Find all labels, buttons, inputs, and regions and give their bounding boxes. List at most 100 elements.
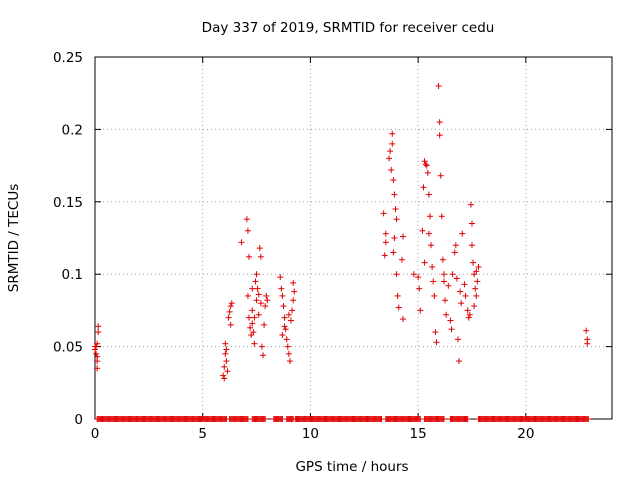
data-point: [221, 363, 228, 370]
data-point: [392, 206, 399, 213]
data-point: [221, 375, 228, 382]
data-point: [278, 285, 285, 292]
data-point: [449, 271, 456, 278]
data-point: [454, 336, 461, 343]
data-point: [382, 230, 389, 237]
data-point: [468, 242, 475, 249]
data-point: [436, 119, 443, 126]
data-point: [249, 307, 256, 314]
data-point: [277, 274, 284, 281]
data-point-zero: [585, 416, 592, 422]
data-point: [251, 314, 258, 321]
data-point: [467, 201, 474, 208]
data-point: [225, 314, 232, 321]
data-point: [458, 300, 465, 307]
data-point: [400, 233, 407, 240]
data-point: [470, 259, 477, 266]
data-point: [256, 245, 263, 252]
data-point: [223, 346, 230, 353]
y-tick-label: 0.1: [62, 267, 83, 283]
data-point: [473, 292, 480, 299]
data-point: [461, 281, 468, 288]
data-point: [459, 230, 466, 237]
data-point: [456, 358, 463, 365]
data-point: [388, 166, 395, 173]
data-point: [423, 162, 430, 169]
data-point-zero: [464, 416, 471, 422]
data-point: [253, 297, 260, 304]
data-point: [380, 210, 387, 217]
data-point: [451, 249, 458, 256]
data-point: [246, 253, 253, 260]
x-axis-label: GPS time / hours: [295, 459, 408, 475]
y-tick-label: 0.05: [53, 340, 83, 356]
data-point: [279, 332, 286, 339]
data-point: [290, 279, 297, 286]
data-point: [220, 372, 227, 379]
data-point: [222, 350, 229, 357]
data-point: [389, 130, 396, 137]
data-point: [386, 155, 393, 162]
data-point: [252, 278, 259, 285]
data-point: [280, 303, 287, 310]
data-point: [288, 317, 295, 324]
data-point: [417, 307, 424, 314]
data-point: [261, 321, 268, 328]
data-point-zero: [440, 416, 447, 422]
data-point: [222, 340, 229, 347]
data-point: [398, 256, 405, 263]
data-point: [426, 213, 433, 220]
data-point: [438, 213, 445, 220]
data-point: [394, 292, 401, 299]
data-point: [433, 339, 440, 346]
data-point: [257, 300, 264, 307]
data-point: [462, 292, 469, 299]
data-point: [390, 249, 397, 256]
data-point: [250, 329, 257, 336]
data-point: [251, 340, 258, 347]
data-point: [464, 307, 471, 314]
data-point: [285, 311, 292, 318]
data-point: [286, 358, 293, 365]
data-point: [226, 308, 233, 315]
data-point: [421, 259, 428, 266]
data-point: [95, 323, 102, 330]
data-point: [584, 340, 591, 347]
data-point: [253, 271, 260, 278]
data-point: [453, 275, 460, 282]
data-point: [429, 263, 436, 270]
data-point: [255, 291, 262, 298]
plot-frame: [94, 56, 613, 420]
data-point: [279, 292, 286, 299]
data-point: [428, 242, 435, 249]
data-point: [258, 343, 265, 350]
data-point: [430, 278, 437, 285]
data-point: [393, 216, 400, 223]
data-point: [443, 311, 450, 318]
data-point: [447, 317, 454, 324]
data-point: [263, 292, 270, 299]
data-point: [247, 324, 254, 331]
data-point: [439, 256, 446, 263]
data-point-zero: [262, 416, 269, 422]
data-point: [228, 300, 235, 307]
data-point: [223, 358, 230, 365]
data-point: [246, 314, 253, 321]
data-point: [583, 327, 590, 334]
data-point: [289, 307, 296, 314]
data-point: [387, 148, 394, 155]
data-point: [227, 303, 234, 310]
data-point: [393, 271, 400, 278]
data-point: [465, 314, 472, 321]
data-point: [238, 239, 245, 246]
data-point: [391, 191, 398, 198]
data-point: [382, 239, 389, 246]
data-point: [94, 353, 101, 360]
x-tick-label: 20: [517, 426, 534, 442]
data-point: [391, 235, 398, 241]
data-point: [473, 268, 480, 275]
data-point: [425, 230, 432, 237]
data-point: [249, 285, 256, 292]
data-point: [284, 343, 291, 350]
